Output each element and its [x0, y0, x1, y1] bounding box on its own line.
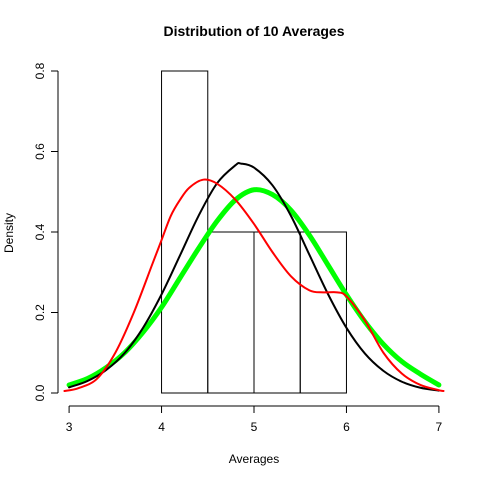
y-tick-label-2: 0.4 [33, 223, 47, 240]
x-tick-label-0: 3 [66, 420, 73, 434]
density-curve-1 [68, 162, 440, 392]
x-axis: 3 4 5 6 7 [66, 405, 443, 434]
histogram-bar-2 [253, 231, 301, 394]
histogram-bar-3 [299, 231, 347, 394]
histogram-bars [161, 70, 347, 394]
density-curves [63, 162, 445, 392]
x-tick-label-2: 5 [251, 420, 258, 434]
density-curve-2 [63, 178, 445, 392]
x-tick-label-3: 6 [343, 420, 350, 434]
histogram-bar-0 [161, 70, 209, 394]
x-axis-label: Averages [229, 452, 279, 466]
histogram-bar-1 [207, 231, 255, 394]
y-axis-label: Density [2, 213, 16, 253]
x-tick-label-1: 4 [158, 420, 165, 434]
chart-title: Distribution of 10 Averages [163, 23, 344, 39]
y-axis: 0.0 0.2 0.4 0.6 0.8 [33, 62, 59, 401]
x-tick-label-4: 7 [436, 420, 443, 434]
y-tick-label-3: 0.6 [33, 143, 47, 160]
y-tick-label-4: 0.8 [33, 62, 47, 79]
y-tick-label-0: 0.0 [33, 384, 47, 401]
y-tick-label-1: 0.2 [33, 304, 47, 321]
